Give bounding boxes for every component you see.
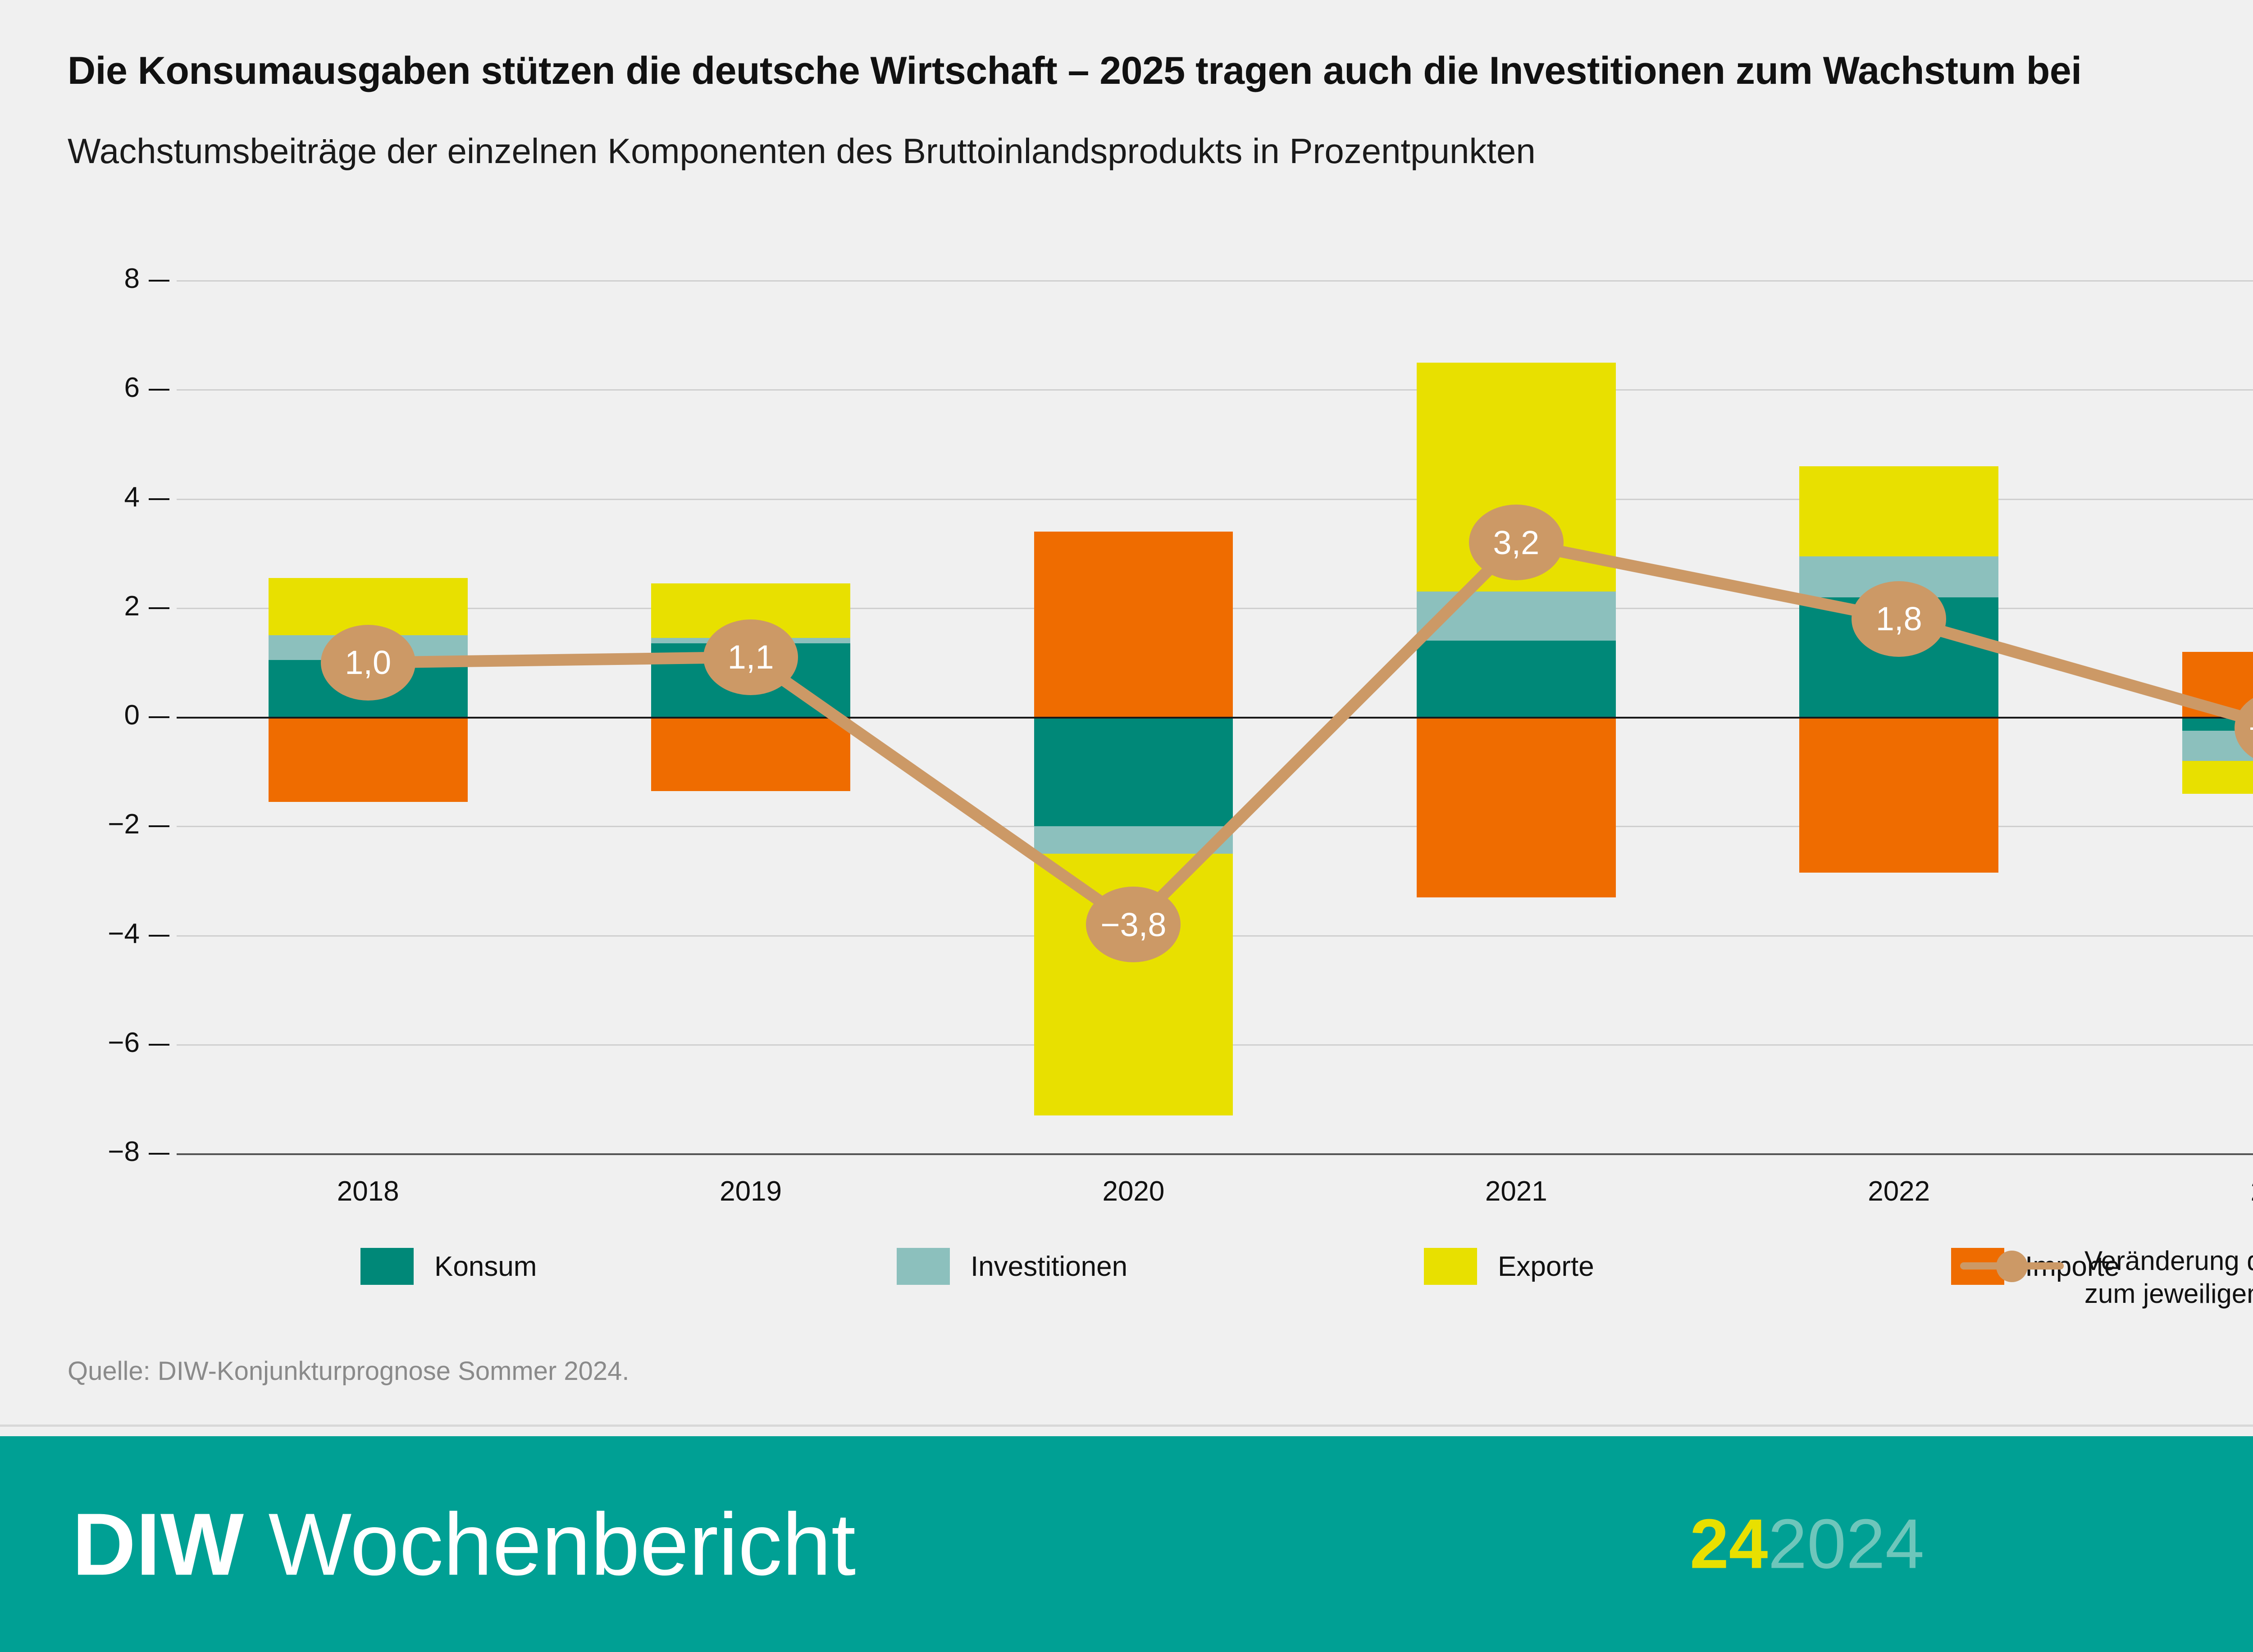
y-axis-tick-label: 4: [124, 481, 140, 513]
legend-item-investitionen[interactable]: Investitionen: [897, 1248, 1127, 1285]
legend-item-exporte[interactable]: Exporte: [1424, 1248, 1594, 1285]
bar-segment-konsum[interactable]: [1034, 717, 1233, 827]
bar-segment-importe[interactable]: [1416, 717, 1616, 897]
y-axis-tick-label: 0: [124, 700, 140, 731]
chart-legend: Konsum Investitionen Exporte Importe Verände…: [0, 1243, 2253, 1333]
gridline: [177, 389, 2253, 391]
bar-segment-konsum[interactable]: [1416, 641, 1616, 717]
gridline: [177, 498, 2253, 500]
publication-name: DIW Wochenbericht: [72, 1493, 856, 1595]
x-axis-tick-label: 2020: [1102, 1176, 1165, 1207]
x-axis-tick-label: 2018: [337, 1176, 399, 1207]
y-axis-tick-mark: [149, 280, 169, 282]
y-axis-tick-mark: [149, 716, 169, 718]
bar-segment-importe[interactable]: [1799, 717, 1999, 873]
legend-swatch: [1424, 1248, 1477, 1285]
bar-segment-exporte[interactable]: [1799, 466, 1999, 556]
y-axis-tick-label: −4: [108, 918, 140, 949]
y-axis-tick-mark: [149, 389, 169, 391]
legend-label-bip-line: Veränderung des Bruttoinlandsprodukts im…: [2084, 1246, 2253, 1309]
legend-item-bip-line[interactable]: Veränderung des Bruttoinlandsprodukts im…: [1960, 1244, 2253, 1310]
y-axis-tick-mark: [149, 934, 169, 937]
page-subtitle: Wachstumsbeiträge der einzelnen Komponen…: [68, 131, 1536, 171]
y-axis-tick-label: −2: [108, 809, 140, 840]
data-point-label[interactable]: 1,8: [1852, 581, 1947, 657]
y-axis-tick-label: 8: [124, 263, 140, 294]
y-axis-tick-label: −8: [108, 1136, 140, 1167]
bar-segment-importe[interactable]: [1034, 532, 1233, 717]
x-axis-tick-label: 2019: [720, 1176, 782, 1207]
legend-swatch: [360, 1248, 414, 1285]
issue-info: 242024: [1690, 1504, 1925, 1584]
publication-name-rest: Wochenbericht: [244, 1495, 856, 1593]
legend-label: Konsum: [434, 1251, 537, 1282]
legend-item-konsum[interactable]: Konsum: [360, 1248, 537, 1285]
bar-segment-importe[interactable]: [651, 717, 850, 791]
brand-footer: DIW Wochenbericht 242024 DIW BERLIN: [0, 1436, 2253, 1652]
data-point-label[interactable]: 1,0: [320, 624, 415, 701]
data-point-label[interactable]: 1,1: [703, 619, 798, 695]
y-axis-tick-label: −6: [108, 1027, 140, 1058]
gridline: [177, 1153, 2253, 1155]
gridline: [177, 280, 2253, 282]
data-point-label[interactable]: −3,8: [1086, 887, 1181, 963]
zero-axis-line: [177, 717, 2253, 719]
chart-plot-area: Prognose86420−2−4−6−82018201920202021202…: [108, 263, 2253, 1207]
publication-name-bold: DIW: [72, 1495, 244, 1593]
y-axis-tick-mark: [149, 607, 169, 609]
source-note: Quelle: DIW-Konjunkturprognose Sommer 20…: [68, 1356, 629, 1386]
bar-segment-investitionen[interactable]: [1034, 826, 1233, 854]
data-point-label[interactable]: 3,2: [1469, 505, 1564, 581]
issue-number: 24: [1690, 1505, 1768, 1583]
line-marker-icon: [1960, 1244, 2064, 1285]
legend-label: Investitionen: [971, 1251, 1128, 1282]
page-title: Die Konsumausgaben stützen die deutsche …: [68, 49, 2082, 92]
bar-segment-exporte[interactable]: [2182, 760, 2253, 794]
y-axis-tick-label: 2: [124, 590, 140, 622]
bar-segment-investitionen[interactable]: [1416, 592, 1616, 641]
y-axis-tick-mark: [149, 825, 169, 828]
bar-segment-importe[interactable]: [268, 717, 468, 802]
footer-divider: [0, 1424, 2253, 1427]
x-axis-tick-label: 2023: [2192, 1175, 2253, 1207]
issue-year: 2024: [1768, 1505, 1925, 1583]
y-axis-tick-mark: [149, 1043, 169, 1046]
legend-label: Exporte: [1498, 1251, 1594, 1282]
y-axis-tick-label: 6: [124, 372, 140, 404]
y-axis-tick-mark: [149, 498, 169, 500]
x-axis-tick-label: 2021: [1485, 1176, 1547, 1207]
x-axis-tick-label: 2022: [1868, 1176, 1930, 1207]
y-axis-tick-mark: [149, 1153, 169, 1155]
legend-swatch: [897, 1248, 950, 1285]
